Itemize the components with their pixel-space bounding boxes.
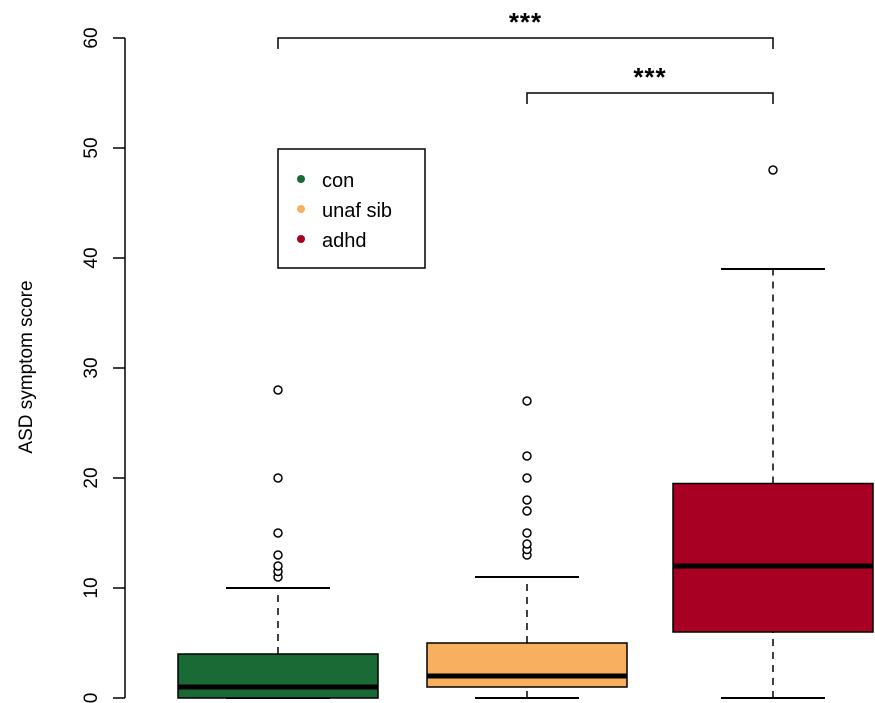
significance-label: ***: [633, 62, 666, 92]
box-iqr: [426, 642, 628, 688]
y-tick-label: 50: [81, 137, 102, 158]
legend-label: con: [322, 170, 354, 192]
outlier-point: [522, 473, 532, 483]
y-tick-label: 30: [81, 357, 102, 378]
outlier-point: [522, 495, 532, 505]
outlier-point: [273, 385, 283, 395]
outlier-point: [273, 550, 283, 560]
box-group-con: [177, 385, 379, 699]
outlier-point: [522, 539, 532, 549]
box-iqr: [177, 653, 379, 699]
legend-label: adhd: [322, 230, 367, 252]
outlier-point: [522, 396, 532, 406]
box-group-unaf-sib: [426, 396, 628, 699]
legend-marker: [297, 205, 305, 213]
outlier-point: [522, 506, 532, 516]
legend-marker: [297, 235, 305, 243]
boxes: [177, 165, 874, 699]
y-tick-label: 10: [81, 577, 102, 598]
outlier-point: [273, 528, 283, 538]
box-group-adhd: [672, 165, 874, 699]
legend-label: unaf sib: [322, 200, 392, 222]
significance-bracket: [526, 92, 774, 104]
significance-label: ***: [509, 7, 542, 37]
significance-brackets: *** ***: [277, 7, 774, 104]
y-tick-label: 0: [81, 693, 102, 703]
box-iqr: [672, 482, 874, 633]
y-tick-label: 60: [81, 27, 102, 48]
outlier-point: [273, 561, 283, 571]
significance-bracket: [277, 37, 774, 49]
outlier-point: [522, 528, 532, 538]
y-axis: 0 10 20 30 40 50 60: [81, 27, 126, 703]
legend-marker: [297, 175, 305, 183]
legend: con unaf sib adhd: [277, 148, 426, 269]
y-tick-label: 20: [81, 467, 102, 488]
y-axis-label: ASD symptom score: [16, 280, 37, 453]
outlier-point: [768, 165, 778, 175]
outlier-point: [522, 451, 532, 461]
outlier-point: [273, 473, 283, 483]
y-tick-label: 40: [81, 247, 102, 268]
